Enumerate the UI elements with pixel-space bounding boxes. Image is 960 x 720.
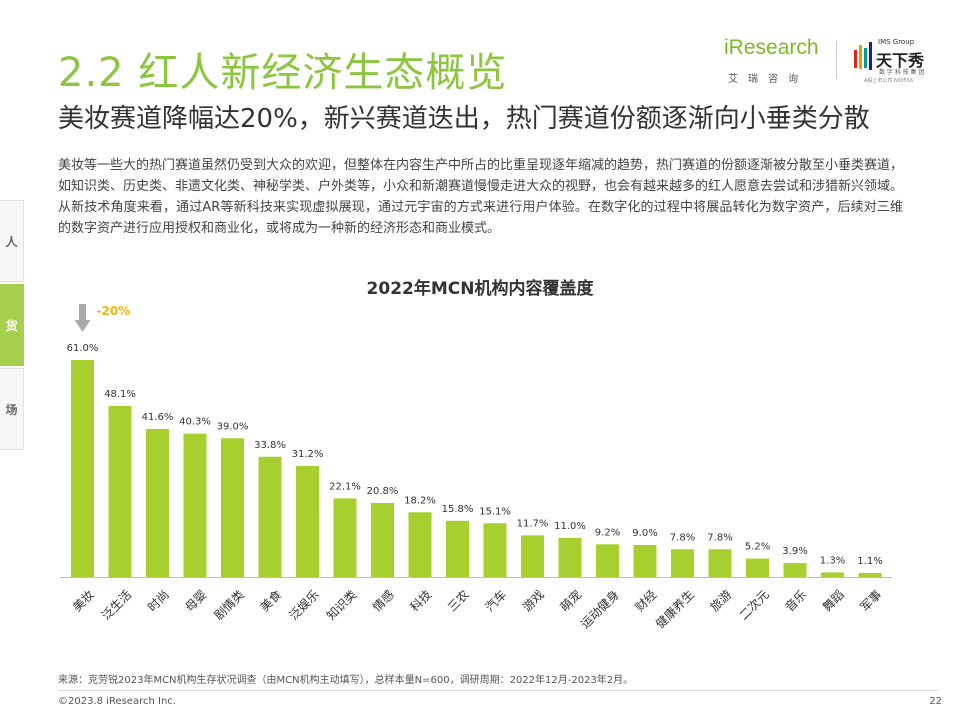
x-tick-label: 泛娱乐 [286, 587, 321, 622]
down-arrow-icon [74, 304, 91, 332]
txx-logo-icon [854, 42, 872, 70]
txx-logo-subtitle: 数 字 科 技 集 团 [879, 69, 925, 76]
decline-annotation: -20% [97, 304, 131, 318]
bar-value-label: 41.6% [142, 412, 174, 423]
iresearch-logo: iResearch [724, 36, 819, 59]
bar-value-label: 3.9% [782, 546, 807, 557]
bar-value-label: 18.2% [404, 495, 436, 506]
bar-value-label: 31.2% [292, 449, 324, 460]
x-tick-label: 母婴 [182, 587, 209, 614]
x-tick-label: 美妆 [70, 587, 97, 614]
side-tabs: 人 货 场 [0, 200, 26, 452]
bar-value-label: 39.0% [217, 421, 249, 432]
side-tab-venue[interactable]: 场 [0, 368, 24, 450]
txx-logo-code: A股上市公司 600556 [864, 78, 914, 84]
bar [746, 558, 769, 577]
txx-logo-text: 天下秀 [876, 51, 925, 70]
bar-value-label: 22.1% [329, 481, 361, 492]
side-tab-goods[interactable]: 货 [0, 284, 24, 366]
x-tick-label: 二次元 [736, 587, 771, 622]
bar [71, 360, 94, 577]
bar-value-label: 1.1% [857, 556, 882, 567]
bar-value-label: 20.8% [367, 486, 399, 497]
x-tick-label: 音乐 [782, 587, 810, 615]
x-tick-label: 剧情类 [211, 587, 246, 622]
x-tick-label: 三农 [445, 587, 472, 614]
chart-title: 2022年MCN机构内容覆盖度 [366, 279, 594, 299]
x-tick-label: 情感 [369, 587, 397, 615]
bar [108, 405, 132, 577]
footer-divider [58, 690, 938, 691]
x-tick-label: 科技 [407, 587, 434, 614]
x-tick-label: 旅游 [707, 587, 734, 614]
intro-paragraph: 美妆等一些大的热门赛道虽然仍受到大众的欢迎，但整体在内容生产中所占的比重呈现逐年… [58, 158, 904, 236]
x-tick-label: 财经 [632, 587, 659, 614]
bar-value-label: 1.3% [820, 555, 845, 566]
bar [333, 498, 357, 577]
bar [558, 537, 582, 577]
bar [783, 563, 807, 577]
bar-value-label: 9.0% [632, 528, 657, 539]
bar-value-label: 11.7% [517, 518, 549, 529]
bar [296, 466, 319, 577]
bar [858, 573, 882, 577]
bar-value-label: 48.1% [104, 389, 136, 400]
bar [146, 429, 169, 577]
bar [483, 523, 507, 577]
page-title: 2.2 红人新经济生态概览 [58, 50, 508, 96]
bar [446, 520, 469, 577]
bar-value-label: 9.2% [595, 527, 620, 538]
bar-value-label: 7.8% [707, 532, 732, 543]
x-tick-label: 汽车 [482, 587, 510, 615]
x-tick-label: 知识类 [324, 587, 359, 622]
bar-value-label: 11.0% [554, 521, 586, 532]
x-tick-label: 时尚 [145, 587, 172, 614]
bar [221, 438, 244, 577]
bar [521, 535, 544, 577]
x-tick-label: 健康养生 [652, 587, 697, 632]
bar [258, 456, 282, 577]
bar [596, 544, 619, 577]
x-tick-label: 游戏 [520, 587, 547, 614]
bar-value-label: 7.8% [670, 532, 695, 543]
bar [371, 503, 394, 577]
page-subtitle: 美妆赛道降幅达20%，新兴赛道迭出，热门赛道份额逐渐向小垂类分散 [58, 104, 870, 134]
side-tab-people[interactable]: 人 [0, 200, 24, 282]
x-tick-label: 军事 [857, 587, 884, 614]
x-tick-label: 泛生活 [99, 587, 134, 622]
bar-value-label: 40.3% [179, 417, 211, 428]
page-number: 22 [929, 696, 942, 707]
bar-value-label: 15.1% [479, 506, 511, 517]
bar [633, 544, 657, 577]
bar [408, 512, 432, 577]
ims-group-label: IMS Group [878, 38, 915, 46]
bar [671, 549, 694, 577]
bar-value-label: 33.8% [254, 440, 286, 451]
copyright: ©2023.8 iResearch Inc. [58, 696, 176, 707]
bar [821, 572, 844, 577]
bar [183, 433, 207, 577]
x-tick-label: 舞蹈 [820, 587, 847, 614]
bar-value-label: 61.0% [67, 343, 99, 354]
logo-divider [836, 41, 837, 79]
bar [708, 549, 732, 577]
x-tick-label: 运动健身 [577, 587, 622, 632]
logo-group: iResearch 艾瑞咨询 IMS Group 天下秀 数 字 科 技 集 团… [716, 36, 926, 85]
x-tick-label: 美食 [257, 587, 285, 615]
x-tick-label: 萌宠 [557, 587, 585, 615]
source-note: 来源：克劳锐2023年MCN机构生存状况调查（由MCN机构主动填写），总样本量N… [58, 675, 634, 686]
bar-value-label: 15.8% [442, 504, 474, 515]
bar-value-label: 5.2% [745, 542, 770, 553]
iresearch-logo-cn: 艾瑞咨询 [728, 74, 808, 85]
